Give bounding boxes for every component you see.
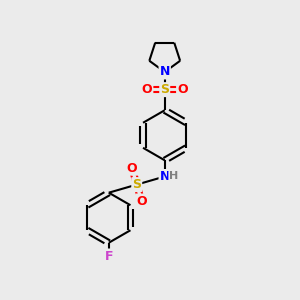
Text: O: O (177, 83, 188, 96)
Text: O: O (127, 162, 137, 175)
Text: H: H (169, 172, 178, 182)
Text: N: N (160, 65, 170, 79)
Text: S: S (160, 83, 169, 96)
Text: S: S (132, 178, 141, 191)
Text: N: N (160, 170, 170, 183)
Text: F: F (104, 250, 113, 262)
Text: O: O (142, 83, 152, 96)
Text: O: O (136, 194, 147, 208)
